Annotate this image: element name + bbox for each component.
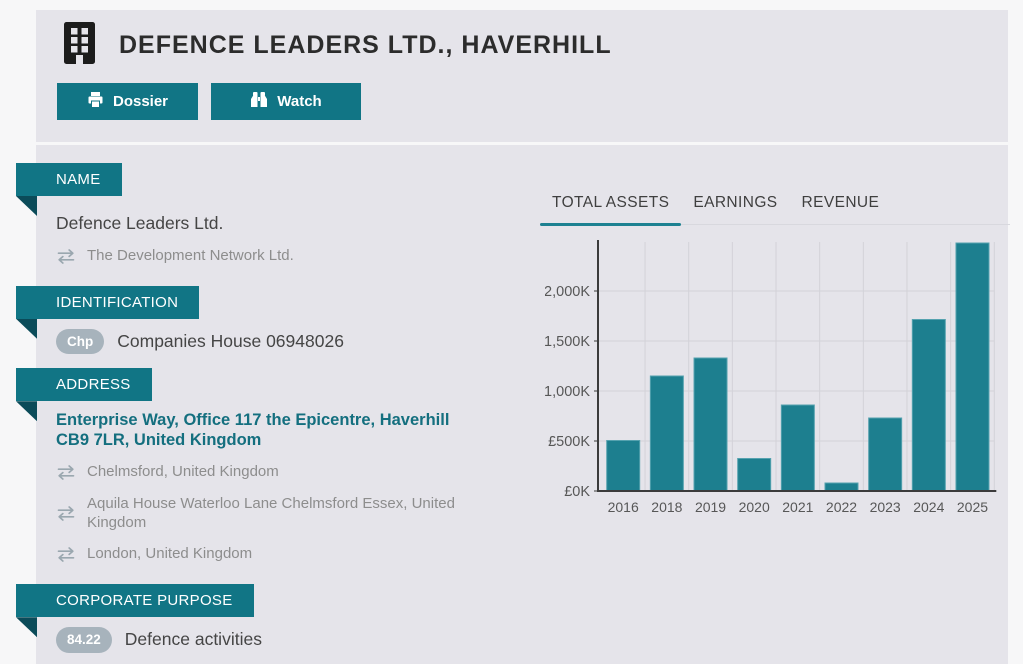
registry-number: Companies House 06948026 <box>117 331 344 351</box>
svg-text:£1,500K: £1,500K <box>545 334 590 350</box>
section-label-name: NAME <box>16 163 122 196</box>
identification-row: Chp Companies House 06948026 <box>56 328 536 355</box>
sic-code-description: Defence activities <box>124 629 262 650</box>
svg-text:2021: 2021 <box>782 499 813 515</box>
svg-text:2022: 2022 <box>826 499 857 515</box>
svg-text:2023: 2023 <box>870 499 901 515</box>
dossier-button-label: Dossier <box>112 93 169 110</box>
svg-text:2024: 2024 <box>913 499 944 515</box>
former-address: Aquila House Waterloo Lane Chelmsford Es… <box>87 494 455 531</box>
financials-tabs: TOTAL ASSETS EARNINGS REVENUE <box>540 185 1010 226</box>
company-detail-panel: NAME Defence Leaders Ltd. The Developmen… <box>16 145 1010 664</box>
former-address-row: London, United Kingdom <box>56 545 486 564</box>
tab-earnings[interactable]: EARNINGS <box>693 194 778 211</box>
swap-arrows-icon <box>56 465 76 480</box>
svg-text:£1,000K: £1,000K <box>545 384 590 400</box>
corporate-purpose-section-title: CORPORATE PURPOSE <box>56 592 233 610</box>
company-name: Defence Leaders Ltd. <box>56 213 224 233</box>
company-info-column: NAME Defence Leaders Ltd. The Developmen… <box>16 145 536 653</box>
former-name: The Development Network Ltd. <box>87 247 294 264</box>
swap-arrows-icon <box>56 547 76 563</box>
former-address: London, United Kingdom <box>87 545 253 563</box>
primary-address-link[interactable]: Enterprise Way, Office 117 the Epicentre… <box>56 411 450 449</box>
total-assets-bar-chart[interactable]: £0K £500K £1,000K £1,500K £2,000K 2016 2018 201… <box>545 232 1007 520</box>
section-label-address: ADDRESS <box>16 368 152 402</box>
svg-text:2020: 2020 <box>739 499 770 515</box>
identification-section-title: IDENTIFICATION <box>56 293 179 311</box>
binoculars-icon <box>250 91 268 112</box>
name-section-title: NAME <box>56 171 101 188</box>
action-buttons: Dossier Watch <box>57 83 361 120</box>
corporate-purpose-row: 84.22 Defence activities <box>56 627 536 653</box>
printer-icon <box>87 91 104 112</box>
former-address-row: Aquila House Waterloo Lane Chelmsford Es… <box>56 495 486 533</box>
former-address-row: Chelmsford, United Kingdom <box>56 463 486 482</box>
building-icon <box>62 22 97 69</box>
company-header: DEFENCE LEADERS LTD., HAVERHILL Dossier <box>36 10 1008 142</box>
company-title-row: DEFENCE LEADERS LTD., HAVERHILL <box>62 22 612 69</box>
page-title: DEFENCE LEADERS LTD., HAVERHILL <box>119 31 612 59</box>
tab-revenue[interactable]: REVENUE <box>801 194 880 211</box>
svg-text:2018: 2018 <box>651 499 682 515</box>
address-section-title: ADDRESS <box>56 376 131 394</box>
svg-text:£500K: £500K <box>548 434 590 450</box>
sic-code-badge: 84.22 <box>56 627 112 653</box>
section-label-identification: IDENTIFICATION <box>16 285 200 319</box>
former-address: Chelmsford, United Kingdom <box>87 463 279 481</box>
tab-total-assets[interactable]: TOTAL ASSETS <box>540 185 682 226</box>
watch-button[interactable]: Watch <box>211 83 361 120</box>
svg-text:£2,000K: £2,000K <box>545 284 590 300</box>
watch-button-label: Watch <box>277 93 322 110</box>
svg-text:£0K: £0K <box>564 484 590 500</box>
svg-text:2025: 2025 <box>957 499 988 515</box>
svg-text:2016: 2016 <box>608 499 639 515</box>
swap-arrows-icon <box>56 249 76 264</box>
svg-text:2019: 2019 <box>695 499 726 515</box>
dossier-button[interactable]: Dossier <box>57 83 198 120</box>
registry-badge: Chp <box>56 328 105 355</box>
former-name-row: The Development Network Ltd. <box>56 247 486 266</box>
financials-panel: TOTAL ASSETS EARNINGS REVENUE £0K £500K £1… <box>540 185 1010 520</box>
swap-arrows-icon <box>56 506 76 522</box>
section-label-corporate-purpose: CORPORATE PURPOSE <box>16 584 254 618</box>
